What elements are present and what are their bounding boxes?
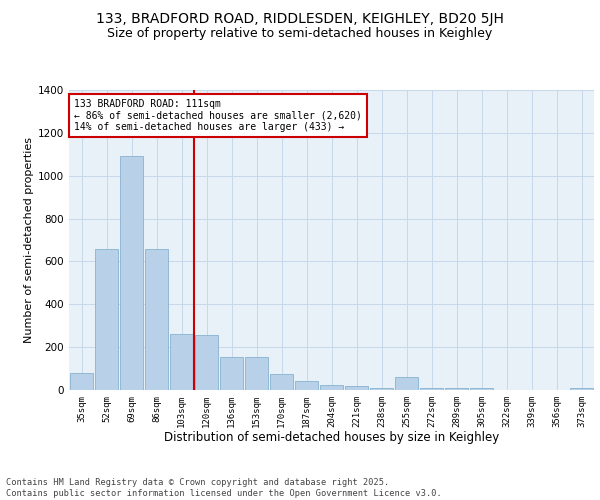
- Bar: [344, 386, 368, 390]
- Bar: [119, 156, 143, 390]
- Bar: [170, 334, 193, 390]
- Text: 133, BRADFORD ROAD, RIDDLESDEN, KEIGHLEY, BD20 5JH: 133, BRADFORD ROAD, RIDDLESDEN, KEIGHLEY…: [96, 12, 504, 26]
- Bar: [569, 388, 593, 390]
- Bar: [245, 357, 268, 390]
- Bar: [419, 388, 443, 390]
- Bar: [395, 377, 418, 390]
- Bar: [445, 388, 469, 390]
- Text: Contains HM Land Registry data © Crown copyright and database right 2025.
Contai: Contains HM Land Registry data © Crown c…: [6, 478, 442, 498]
- Bar: [370, 388, 394, 390]
- Text: Size of property relative to semi-detached houses in Keighley: Size of property relative to semi-detach…: [107, 28, 493, 40]
- Text: 133 BRADFORD ROAD: 111sqm
← 86% of semi-detached houses are smaller (2,620)
14% : 133 BRADFORD ROAD: 111sqm ← 86% of semi-…: [74, 99, 362, 132]
- Bar: [295, 382, 319, 390]
- Bar: [320, 384, 343, 390]
- Bar: [70, 373, 94, 390]
- Bar: [269, 374, 293, 390]
- Bar: [194, 336, 218, 390]
- Bar: [95, 248, 118, 390]
- Bar: [145, 248, 169, 390]
- X-axis label: Distribution of semi-detached houses by size in Keighley: Distribution of semi-detached houses by …: [164, 432, 499, 444]
- Bar: [470, 388, 493, 390]
- Y-axis label: Number of semi-detached properties: Number of semi-detached properties: [24, 137, 34, 343]
- Bar: [220, 357, 244, 390]
